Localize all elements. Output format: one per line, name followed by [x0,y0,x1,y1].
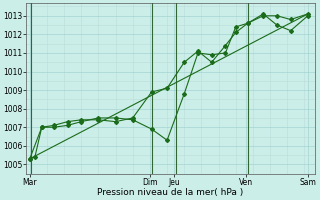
X-axis label: Pression niveau de la mer( hPa ): Pression niveau de la mer( hPa ) [97,188,244,197]
